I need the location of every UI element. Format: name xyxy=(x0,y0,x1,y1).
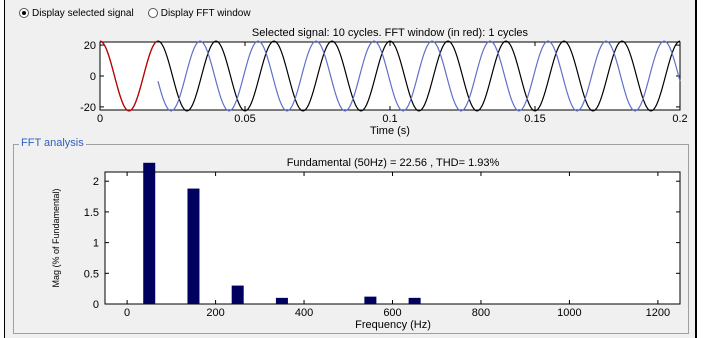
fft-y-axis-label: Mag (% of Fundamental) xyxy=(51,188,61,287)
fft-y-tick-label: 1.5 xyxy=(84,207,99,219)
fft-harmonic-bar xyxy=(408,297,421,304)
fft-x-tick-label: 1200 xyxy=(646,307,670,319)
fft-x-tick-label: 400 xyxy=(295,307,313,319)
fft-y-tick-label: 0 xyxy=(93,299,99,311)
fft-harmonic-bar xyxy=(364,296,377,304)
display-selected-signal-radio[interactable] xyxy=(19,8,29,18)
fft-harmonic-bar xyxy=(187,188,200,304)
fft-analysis-group xyxy=(13,144,689,334)
fft-x-axis-label: Frequency (Hz) xyxy=(355,319,431,331)
signal-plot-title: Selected signal: 10 cycles. FFT window (… xyxy=(252,27,529,39)
signal-x-tick-label: 0.05 xyxy=(234,113,255,125)
fft-harmonic-bar xyxy=(231,285,244,304)
fft-x-tick-label: 1000 xyxy=(557,307,581,319)
fft-x-tick-label: 800 xyxy=(472,307,490,319)
fft-y-tick-label: 1 xyxy=(93,238,99,250)
fft-analysis-group-label: FFT analysis xyxy=(19,137,86,149)
signal-plot: Selected signal: 10 cycles. FFT window (… xyxy=(80,27,688,137)
display-mode-options: Display selected signal Display FFT wind… xyxy=(19,6,265,20)
fft-harmonic-bar xyxy=(143,162,156,304)
signal-x-tick-label: 0 xyxy=(97,113,103,125)
display-fft-window-label[interactable]: Display FFT window xyxy=(160,7,251,19)
fft-x-tick-label: 200 xyxy=(206,307,224,319)
signal-waveform-line xyxy=(99,40,681,112)
display-fft-window-radio[interactable] xyxy=(147,8,158,18)
signal-y-tick-label: 20 xyxy=(84,40,96,52)
fft-window-line xyxy=(99,40,159,112)
signal-x-tick-label: 0.2 xyxy=(672,113,687,125)
signal-y-tick-label: -20 xyxy=(80,102,96,114)
signal-overlay-line xyxy=(157,40,681,112)
fft-harmonic-bar xyxy=(275,297,288,304)
fft-y-tick-label: 0.5 xyxy=(84,268,99,280)
signal-x-tick-label: 0.15 xyxy=(524,113,545,125)
fft-x-tick-label: 0 xyxy=(124,307,130,319)
signal-plot-area xyxy=(99,41,681,111)
fft-x-tick-label: 600 xyxy=(383,307,401,319)
signal-x-axis-label: Time (s) xyxy=(370,125,410,137)
fft-y-tick-label: 2 xyxy=(93,176,99,188)
signal-x-tick-label: 0.1 xyxy=(382,113,397,125)
fft-analysis-window: Display selected signal Display FFT wind… xyxy=(4,0,697,338)
fft-bar-chart: Fundamental (50Hz) = 22.56 , THD= 1.93% … xyxy=(51,157,681,331)
fft-summary-title: Fundamental (50Hz) = 22.56 , THD= 1.93% xyxy=(287,157,500,169)
signal-y-tick-label: 0 xyxy=(90,71,96,83)
display-selected-signal-label[interactable]: Display selected signal xyxy=(32,7,134,19)
